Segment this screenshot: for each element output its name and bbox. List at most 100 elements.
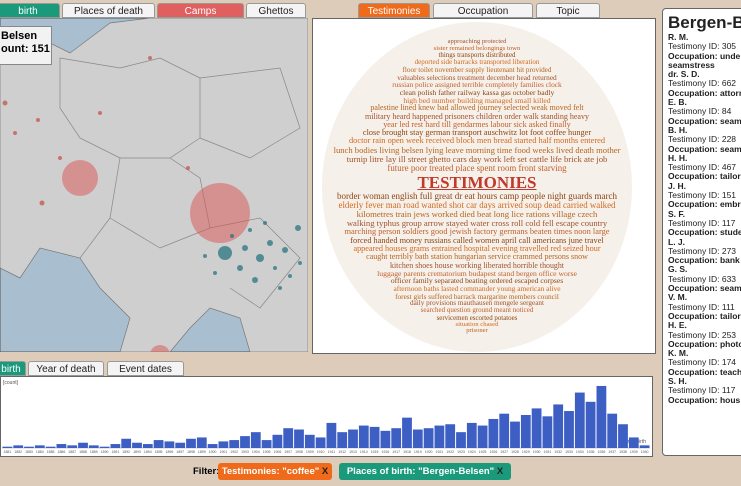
x-tick-label: 1917 [392,450,400,454]
x-tick-label: 1901 [220,450,228,454]
x-tick-label: 1937 [608,450,616,454]
x-tick-label: 1916 [382,450,390,454]
cloud-line: doctor rain open week received block men… [348,136,606,146]
bar [380,430,391,448]
x-tick-label: 1902 [230,450,238,454]
occupation: Occupation: tailor [668,310,741,321]
x-tick-label: 1893 [133,450,141,454]
tab[interactable]: birth [0,3,60,18]
tab[interactable]: Ghettos [246,3,306,18]
bar [272,434,283,448]
x-tick-label: 1931 [544,450,552,454]
chip-close[interactable]: X [496,466,504,477]
occupation: Occupation: attorn [668,87,741,98]
cloud-line: situation chased [455,320,499,328]
occupation: Occupation: photo [668,338,741,349]
bar [110,444,121,448]
cloud-line: walking typhus group arrow stayed water … [346,218,608,229]
bar [186,438,196,448]
bar [13,445,24,448]
bar [142,444,153,448]
x-tick-label: 1921 [436,450,444,454]
bar [618,424,628,448]
occupation: seamstress [668,59,715,70]
x-tick-label: 1883 [25,450,33,454]
bar [56,444,67,448]
testimony-id: Testimony ID: 151 [668,190,737,201]
chip-text: Testimonies: "coffee" [221,466,320,477]
bar [553,404,564,448]
cloud-line: kilometres train jews worked died beat l… [356,209,598,220]
x-tick-label: 1924 [468,450,476,454]
tab[interactable]: Testimonies [358,3,430,18]
bar [337,432,348,448]
bar [348,429,358,448]
tab[interactable]: Occupation [433,3,533,18]
person-name: H. H. [668,152,688,163]
cloud-line: clean polish father railway kassa gas oc… [399,87,555,97]
bar [466,422,477,448]
bar [369,426,380,448]
bar [261,440,272,448]
detail-panel: Bergen-Bel R. M.Testimony ID: 305Occupat… [662,8,741,456]
tab[interactable]: Camps [157,3,244,18]
bar [34,445,45,448]
cloud-line: military heard happened prisoners childr… [365,111,589,121]
testimony-id: Testimony ID: 117 [668,217,736,228]
testimony-id: Testimony ID: 253 [668,329,737,340]
x-tick-label: 1890 [101,450,109,454]
x-tick-label: 1934 [576,450,584,454]
bar [207,444,218,448]
bar [412,429,423,448]
bar [121,438,132,448]
x-tick-label: 1906 [274,450,282,454]
cloud-line: elderly fever man road wanted shot car d… [338,200,616,211]
bar [639,445,650,448]
map-count-box: Belsen ount: 151 [0,26,52,65]
tab[interactable]: Year of death [28,361,104,376]
x-tick-label: 1911 [328,450,336,454]
chip-close[interactable]: X [321,466,329,477]
x-tick-label: 1915 [371,450,379,454]
cloud-line: deported side barracks transported liber… [414,58,540,67]
person-name: K. M. [668,348,689,359]
map[interactable] [0,18,308,352]
x-tick-label: 1907 [284,450,292,454]
occupation: Occupation: bank [668,255,740,266]
bar [358,425,369,448]
tab[interactable]: Event dates [107,361,184,376]
bar [283,428,294,448]
bar [250,432,261,448]
x-tick-label: 1899 [198,450,206,454]
tab[interactable]: Topic [536,3,600,18]
x-tick-label: 1897 [176,450,184,454]
x-tick-label: 1912 [338,450,346,454]
x-tick-label: 1935 [587,450,595,454]
tab[interactable]: Places of death [62,3,155,18]
tab[interactable]: birth [0,361,26,376]
bar [531,408,542,448]
bar [2,446,13,448]
cloud-line: afternoon baths lasted commander young a… [393,284,561,294]
place: Belsen [1,30,38,42]
occupation: Occupation: stude [668,227,741,238]
filter-chip[interactable]: Testimonies: "coffee" X [218,463,332,480]
x-tick-label: 1905 [263,450,271,454]
cloud-line: prisoner [466,327,488,335]
occupation: Occupation: seam [668,115,741,126]
bar [391,428,402,448]
x-tick-label: 1894 [144,450,152,454]
filter-chip[interactable]: Places of birth: "Bergen-Belsen" X [339,463,511,480]
x-tick-label: 1885 [47,450,55,454]
x-tick-label: 1928 [511,450,519,454]
x-tick-label: 1910 [317,450,325,454]
x-tick-label: 1903 [241,450,249,454]
x-tick-label: 1909 [306,450,314,454]
testimony-id: Testimony ID: 467 [668,162,737,173]
person-name: L. J. [668,236,686,247]
x-tick-label: 1933 [565,450,573,454]
bar [218,441,229,448]
testimony-id: Testimony ID: 174 [668,357,737,368]
x-tick-label: 1908 [295,450,303,454]
